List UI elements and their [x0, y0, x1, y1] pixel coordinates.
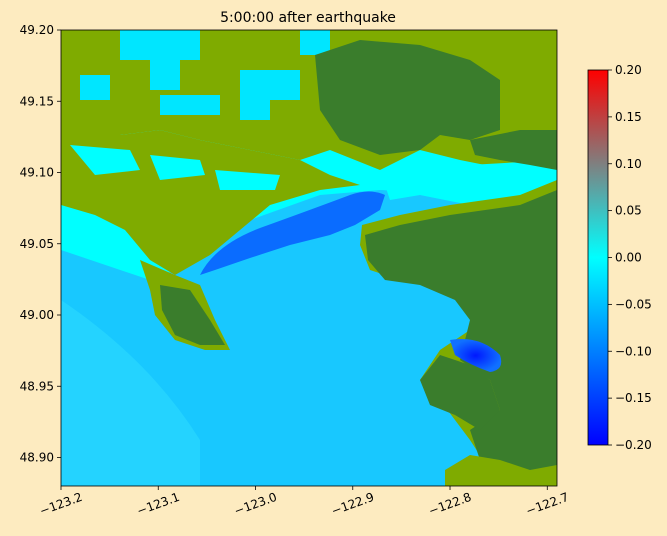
- x-tick-label: −123.2: [38, 490, 85, 518]
- plot-frame: [60, 29, 558, 487]
- colorbar-tick-label: 0.05: [615, 204, 642, 218]
- peninsula-high-land: [160, 285, 225, 345]
- x-axis: −123.2 −123.1 −123.0 −122.9 −122.8 −122.7: [38, 486, 571, 518]
- colorbar-tick-label: 0.10: [615, 157, 642, 171]
- x-tick-label: −122.9: [329, 490, 376, 518]
- colorbar-ticks: −0.20 −0.15 −0.10 −0.05 0.00 0.05 0.10 0.15 0.20: [608, 63, 652, 452]
- colorbar-tick-label: 0.20: [615, 63, 642, 77]
- x-tick-label: −122.7: [524, 490, 571, 518]
- y-tick-label: 49.10: [20, 166, 54, 180]
- x-tick-label: −123.0: [232, 490, 279, 518]
- south-shore-low-land: [445, 455, 557, 486]
- chart-title: 5:00:00 after earthquake: [220, 10, 396, 26]
- blue-wave-coast: [200, 191, 385, 275]
- boundary-bay-blue: [450, 339, 502, 372]
- colorbar-tick-label: −0.05: [615, 297, 652, 311]
- y-tick-label: 49.15: [20, 94, 54, 108]
- y-axis: 48.90 48.95 49.00 49.05 49.10 49.15 49.20: [20, 23, 61, 465]
- lighter-water: [61, 300, 200, 486]
- colorbar: [587, 69, 609, 446]
- y-tick-label: 49.00: [20, 308, 54, 322]
- plot-area: [61, 30, 557, 486]
- point-roberts: [420, 355, 500, 430]
- y-tick-label: 48.90: [20, 451, 54, 465]
- high-land-east: [365, 190, 557, 486]
- high-land-east-upper: [470, 130, 557, 170]
- x-tick-label: −123.1: [135, 490, 182, 518]
- y-tick-label: 49.05: [20, 237, 54, 251]
- y-tick-label: 49.20: [20, 23, 54, 37]
- high-land-northeast: [315, 40, 500, 155]
- x-tick-label: −122.8: [427, 490, 474, 518]
- colorbar-tick-label: −0.15: [615, 391, 652, 405]
- colorbar-tick-label: −0.20: [615, 438, 652, 452]
- water-inlets-delta: [70, 145, 557, 205]
- y-tick-label: 48.95: [20, 379, 54, 393]
- colorbar-tick-label: −0.10: [615, 344, 652, 358]
- colorbar-tick-label: 0.15: [615, 110, 642, 124]
- colorbar-tick-label: 0.00: [615, 251, 642, 265]
- water-patches-north: [80, 30, 330, 120]
